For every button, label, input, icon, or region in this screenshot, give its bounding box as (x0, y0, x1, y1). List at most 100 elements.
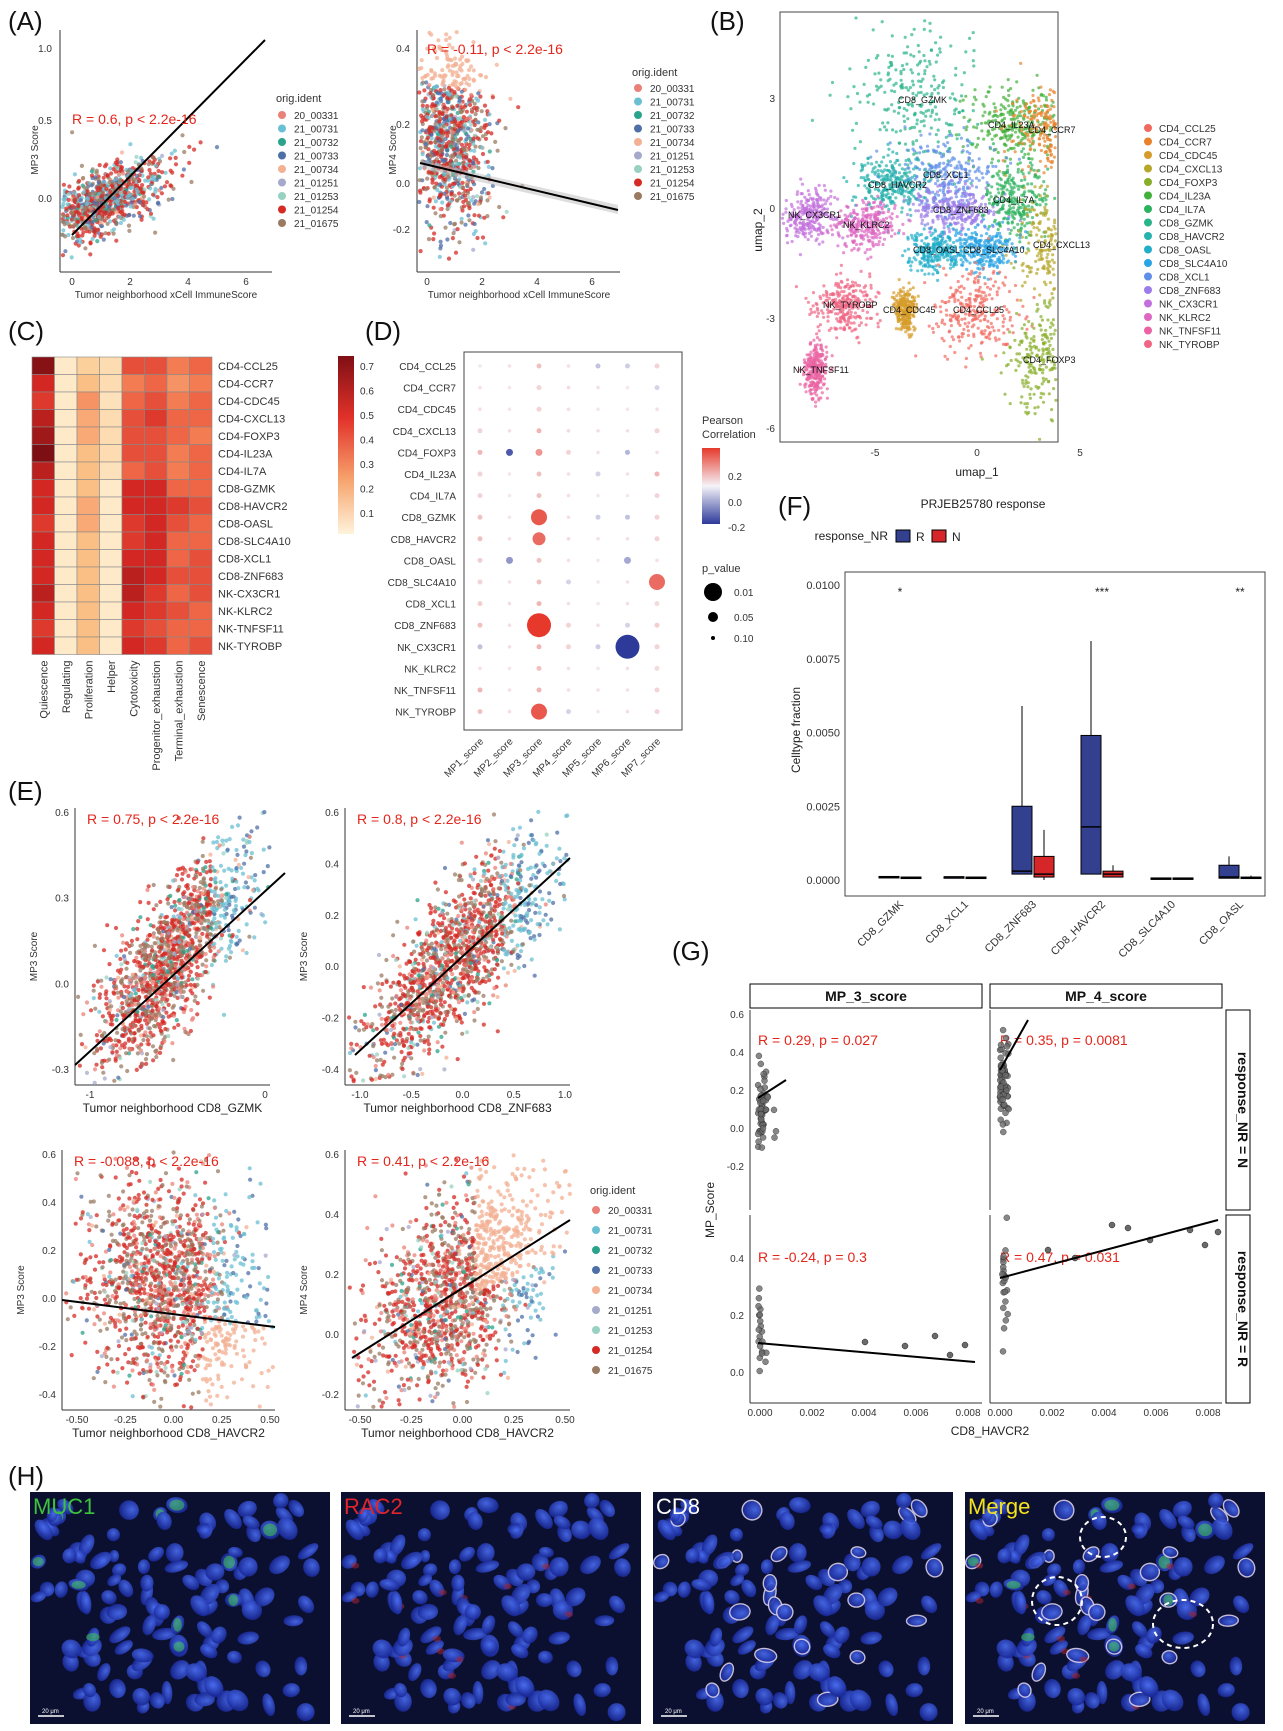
umap-point (909, 53, 912, 56)
umap-point (923, 273, 926, 276)
a2-ytick: 0.4 (396, 44, 410, 55)
data-point (477, 128, 481, 132)
umap-point (938, 118, 941, 121)
legend-label: 21_00734 (294, 165, 339, 176)
data-point (189, 180, 193, 184)
data-point (182, 150, 186, 154)
umap-point (883, 125, 886, 128)
umap-point (1007, 311, 1010, 314)
umap-point (1046, 253, 1049, 256)
data-point (465, 183, 469, 187)
umap-point (1012, 115, 1015, 118)
data-point (503, 126, 507, 130)
umap-point (941, 201, 944, 204)
umap-point (987, 326, 990, 329)
data-point (456, 148, 460, 152)
umap-point (1039, 203, 1042, 206)
umap-point (1038, 222, 1041, 225)
data-point (462, 165, 466, 169)
umap-point (863, 207, 866, 210)
umap-point (914, 158, 917, 161)
umap-point (866, 257, 869, 260)
umap-point (994, 354, 997, 357)
umap-point (881, 121, 884, 124)
umap-point (974, 289, 977, 292)
umap-point (921, 208, 924, 211)
umap-point (938, 47, 941, 50)
legend-swatch (278, 152, 286, 160)
umap-point (939, 36, 942, 39)
data-point (63, 222, 67, 226)
umap-point (920, 239, 923, 242)
umap-point (964, 322, 967, 325)
data-point (146, 175, 150, 179)
umap-point (1022, 262, 1025, 265)
umap-point (1053, 156, 1056, 159)
umap-point (971, 159, 974, 162)
umap-point (870, 206, 873, 209)
data-point (460, 217, 464, 221)
umap-point (1014, 150, 1017, 153)
umap-point (971, 184, 974, 187)
umap-point (1033, 169, 1036, 172)
umap-point (836, 198, 839, 201)
umap-point (945, 122, 948, 125)
umap-point (941, 319, 944, 322)
umap-point (970, 270, 973, 273)
umap-point (989, 259, 992, 262)
umap-point (1020, 110, 1023, 113)
umap-point (1022, 156, 1025, 159)
umap-point (993, 329, 996, 332)
umap-point (1011, 111, 1014, 114)
data-point (62, 183, 66, 187)
umap-point (1025, 236, 1028, 239)
umap-point (963, 71, 966, 74)
umap-point (817, 228, 820, 231)
umap-point (820, 231, 823, 234)
umap-point (891, 212, 894, 215)
umap-point (856, 213, 859, 216)
data-point (77, 179, 81, 183)
umap-point (894, 204, 897, 207)
umap-point (807, 189, 810, 192)
umap-point (962, 227, 965, 230)
umap-point (882, 156, 885, 159)
umap-point (855, 243, 858, 246)
data-point (133, 184, 137, 188)
umap-point (1018, 158, 1021, 161)
umap-point (836, 244, 839, 247)
data-point (152, 175, 156, 179)
umap-point (937, 263, 940, 266)
umap-point (973, 255, 976, 258)
umap-point (924, 237, 927, 240)
umap-point (908, 159, 911, 162)
umap-point (1012, 331, 1015, 334)
umap-point (877, 72, 880, 75)
umap-point (928, 192, 931, 195)
umap-point (953, 263, 956, 266)
umap-point (968, 261, 971, 264)
umap-point (870, 162, 873, 165)
umap-point (1021, 284, 1024, 287)
umap-point (887, 154, 890, 157)
umap-point (1000, 178, 1003, 181)
umap-point (991, 297, 994, 300)
umap-point (1045, 104, 1048, 107)
umap-point (978, 272, 981, 275)
umap-point (949, 96, 952, 99)
data-point (462, 154, 466, 158)
umap-point (916, 63, 919, 66)
data-point (451, 137, 455, 141)
umap-point (1018, 213, 1021, 216)
data-point (467, 77, 471, 81)
umap-point (1049, 114, 1052, 117)
umap-point (932, 238, 935, 241)
umap-point (934, 105, 937, 108)
umap-point (883, 238, 886, 241)
umap-point (971, 232, 974, 235)
data-point (111, 207, 115, 211)
data-point (72, 191, 76, 195)
umap-point (887, 231, 890, 234)
umap-point (956, 137, 959, 140)
umap-point (941, 300, 944, 303)
